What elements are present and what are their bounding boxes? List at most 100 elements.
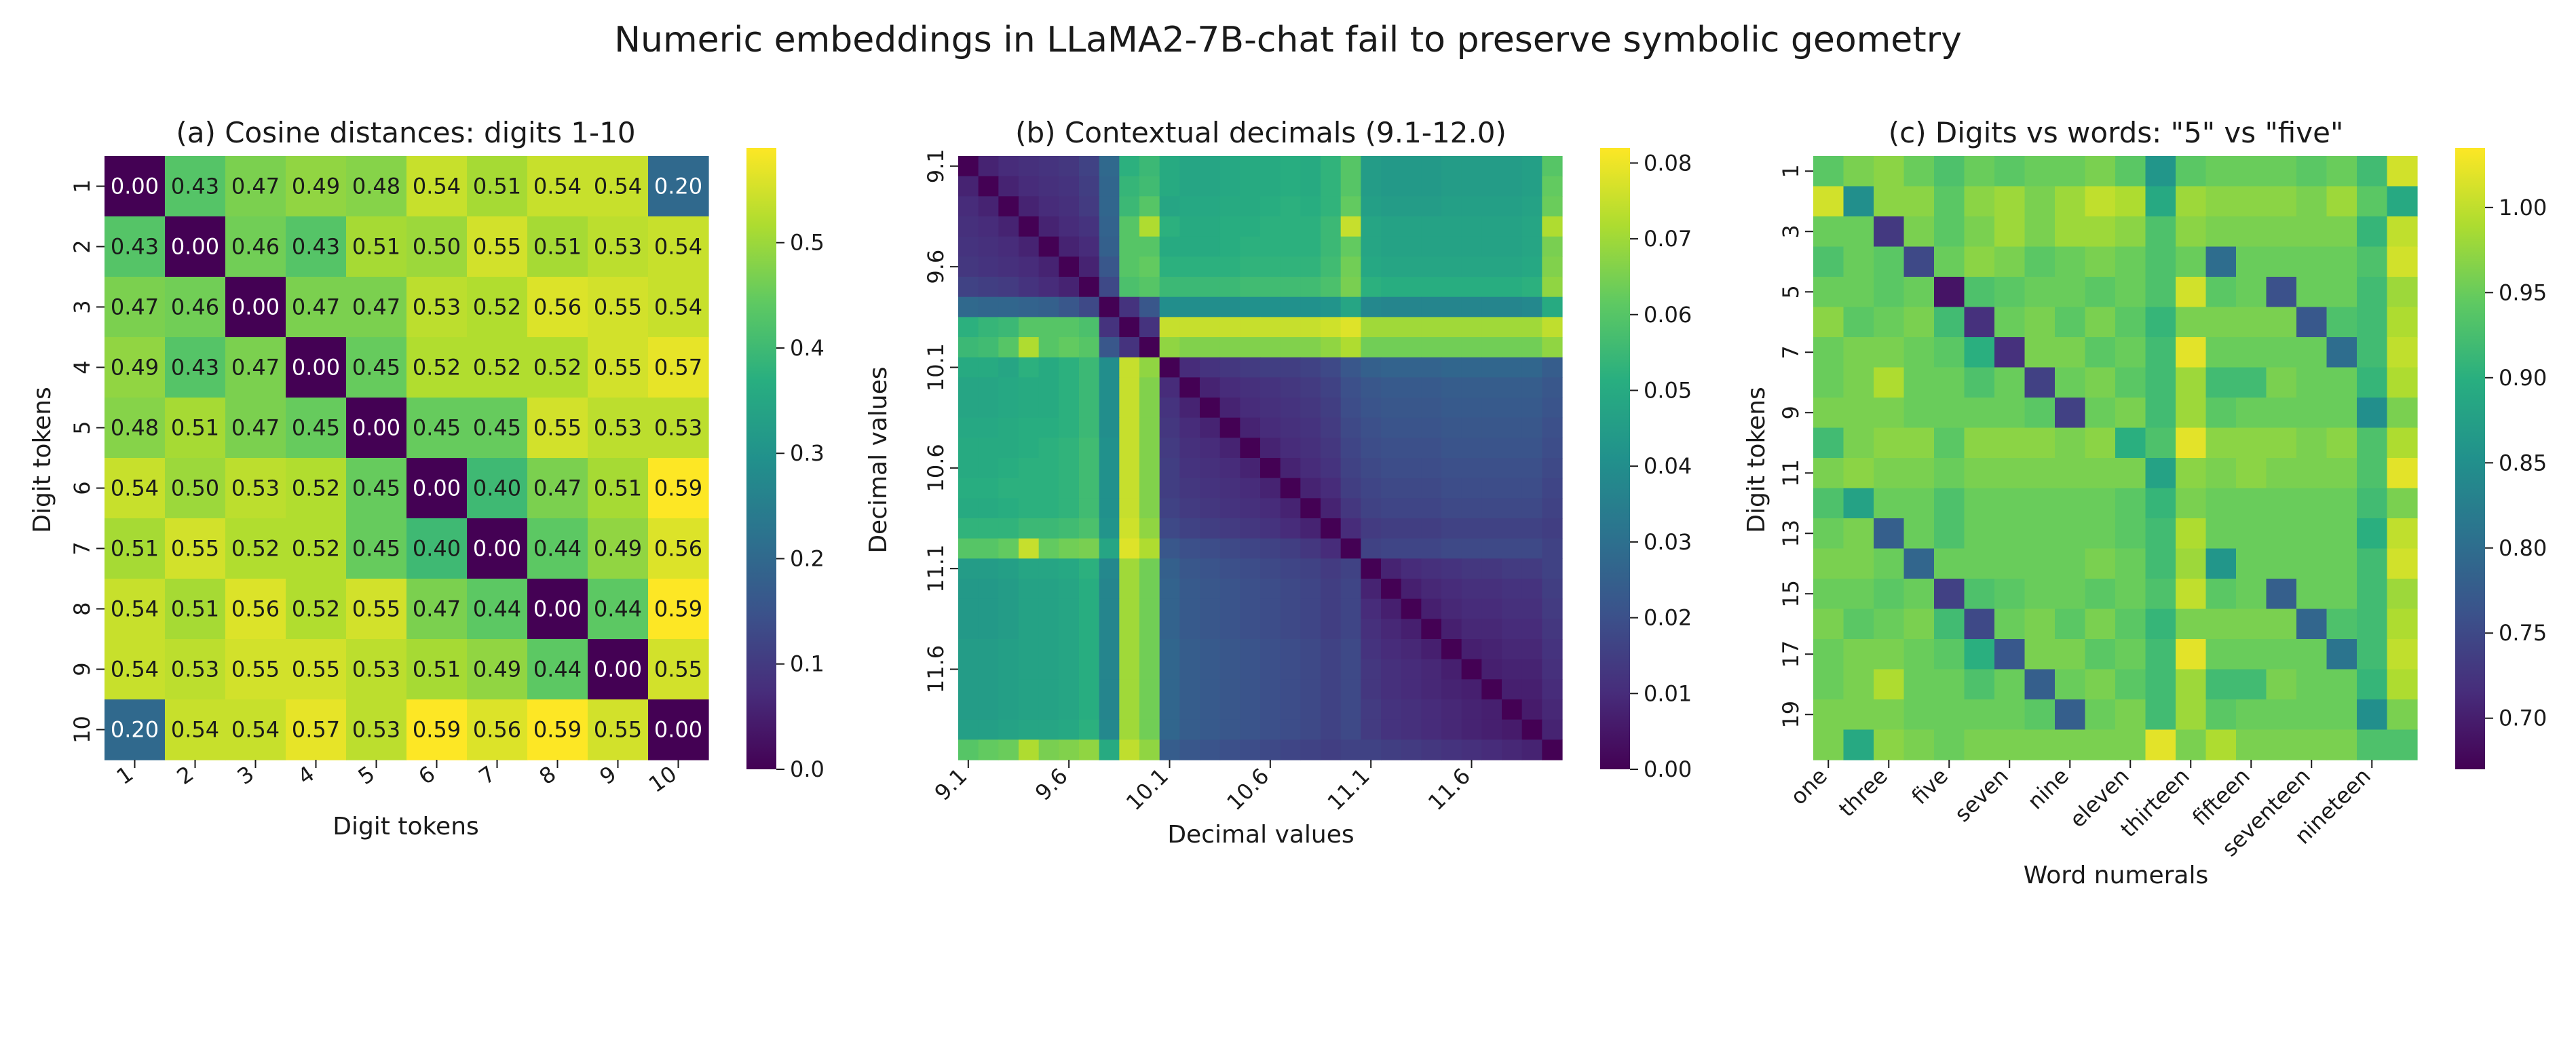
heatmap-cell: [1381, 417, 1402, 438]
heatmap-cell: [1059, 256, 1080, 277]
x-tick-label: 10.6: [1221, 763, 1274, 815]
heatmap-cell: [1300, 478, 1321, 499]
heatmap-cell: [1874, 246, 1905, 277]
heatmap-cell: [1200, 216, 1221, 237]
cell-value-label: 0.51: [352, 234, 400, 260]
heatmap-cell: [105, 398, 166, 459]
heatmap-cell: [1139, 196, 1160, 217]
heatmap-cell: [1280, 598, 1301, 619]
heatmap-cell: [998, 739, 1019, 760]
heatmap-cell: [406, 458, 468, 519]
heatmap-cell: [1542, 337, 1563, 358]
heatmap-cell: [1361, 438, 1382, 459]
heatmap-cell: [1381, 296, 1402, 317]
heatmap-cell: [1179, 739, 1200, 760]
heatmap-cell: [1321, 417, 1342, 438]
heatmap-cell: [1441, 699, 1462, 720]
x-tick-label: 7: [474, 760, 500, 790]
heatmap-cell: [1843, 216, 1874, 248]
heatmap-cell: [2205, 488, 2237, 519]
heatmap-cell: [1340, 277, 1361, 298]
heatmap-cell: [2115, 246, 2146, 277]
heatmap-cell: [1481, 458, 1502, 479]
heatmap-cell: [1260, 176, 1281, 197]
heatmap-cell: [1321, 357, 1342, 378]
panel-a-cells: 0.00 0.43 0.47 0.49 0.48 0.54 0.51 0.54 0.54 0.20…: [105, 156, 709, 760]
heatmap-cell: [2055, 398, 2086, 429]
heatmap-cell: [1542, 619, 1563, 640]
heatmap-cell: [2176, 639, 2207, 670]
cell-value-label: 0.53: [231, 476, 280, 501]
cell-value-label: 0.55: [654, 657, 702, 682]
heatmap-cell: [2296, 609, 2328, 640]
heatmap-cell: [1139, 256, 1160, 277]
heatmap-cell: [1300, 699, 1321, 720]
heatmap-cell: [1019, 377, 1040, 398]
cell-value-label: 0.55: [533, 415, 582, 441]
heatmap-cell: [1441, 679, 1462, 700]
heatmap-cell: [1502, 236, 1523, 257]
heatmap-cell: [1179, 277, 1200, 298]
heatmap-cell: [406, 579, 468, 640]
cell-value-label: 0.47: [413, 596, 461, 622]
heatmap-cell: [2205, 609, 2237, 640]
heatmap-cell: [1502, 277, 1523, 298]
heatmap-cell: [1321, 438, 1342, 459]
heatmap-cell: [2024, 458, 2056, 489]
heatmap-cell: [2205, 729, 2237, 760]
heatmap-cell: [105, 277, 166, 338]
y-tick-label: 11.1: [923, 545, 949, 593]
heatmap-cell: [1381, 337, 1402, 358]
heatmap-cell: [2085, 398, 2116, 429]
heatmap-cell: [1381, 398, 1402, 419]
heatmap-cell: [406, 216, 468, 277]
heatmap-cell: [1240, 156, 1261, 177]
heatmap-cell: [2085, 579, 2116, 610]
heatmap-cell: [1260, 438, 1281, 459]
heatmap-cell: [1059, 296, 1080, 317]
heatmap-cell: [1099, 558, 1120, 579]
heatmap-cell: [1481, 579, 1502, 600]
heatmap-cell: [1260, 699, 1281, 720]
heatmap-cell: [958, 357, 979, 378]
heatmap-cell: [1139, 417, 1160, 438]
heatmap-cell: [978, 518, 999, 539]
heatmap-cell: [1481, 739, 1502, 760]
heatmap-cell: [1139, 679, 1160, 700]
heatmap-cell: [406, 639, 468, 700]
heatmap-cell: [1340, 377, 1361, 398]
heatmap-cell: [1994, 246, 2026, 277]
heatmap-cell: [1874, 427, 1905, 459]
heatmap-cell: [1874, 669, 1905, 700]
heatmap-cell: [2266, 609, 2297, 640]
cell-value-label: 0.51: [594, 476, 642, 501]
cell-value-label: 0.54: [231, 717, 280, 743]
heatmap-cell: [1421, 679, 1442, 700]
heatmap-cell: [105, 639, 166, 700]
heatmap-cell: [2145, 337, 2176, 368]
heatmap-cell: [1874, 216, 1905, 248]
heatmap-cell: [2266, 186, 2297, 217]
heatmap-cell: [1964, 427, 1995, 459]
heatmap-cell: [1874, 398, 1905, 429]
heatmap-cell: [2055, 337, 2086, 368]
heatmap-cell: [2085, 729, 2116, 760]
heatmap-cell: [1300, 156, 1321, 177]
heatmap-cell: [2176, 367, 2207, 398]
heatmap-cell: [958, 216, 979, 237]
heatmap-cell: [1401, 478, 1422, 499]
heatmap-cell: [1179, 639, 1200, 660]
heatmap-cell: [467, 458, 528, 519]
heatmap-cell: [1401, 277, 1422, 298]
heatmap-cell: [1079, 438, 1100, 459]
heatmap-cell: [2115, 427, 2146, 459]
heatmap-cell: [1099, 518, 1120, 539]
heatmap-cell: [165, 639, 226, 700]
heatmap-cell: [1139, 619, 1160, 640]
heatmap-cell: [2145, 458, 2176, 489]
heatmap-cell: [958, 679, 979, 700]
cell-value-label: 0.54: [111, 657, 159, 682]
y-tick-label: 17: [1778, 640, 1804, 668]
heatmap-cell: [1321, 679, 1342, 700]
heatmap-cell: [2024, 307, 2056, 338]
